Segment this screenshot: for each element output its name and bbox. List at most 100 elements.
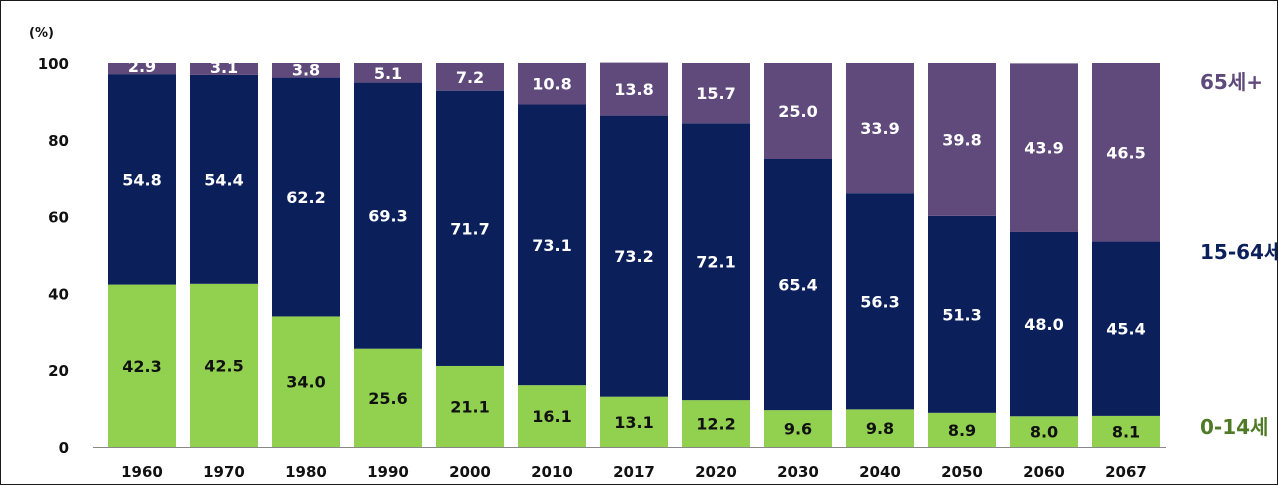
data-label: 54.4 bbox=[204, 170, 243, 189]
data-label: 73.2 bbox=[614, 247, 653, 266]
bar-segment bbox=[190, 74, 258, 284]
x-tick-label: 2030 bbox=[777, 463, 819, 481]
bar-segment bbox=[928, 63, 996, 216]
data-label: 34.0 bbox=[286, 373, 325, 392]
bar-segment bbox=[764, 159, 832, 411]
y-tick-label: 20 bbox=[48, 362, 69, 380]
data-label: 62.2 bbox=[286, 188, 325, 207]
bar-segment bbox=[682, 123, 750, 401]
data-label: 65.4 bbox=[778, 276, 817, 295]
bar-segment bbox=[436, 90, 504, 366]
x-tick-label: 2060 bbox=[1023, 463, 1065, 481]
data-label: 13.1 bbox=[614, 413, 653, 432]
data-label: 72.1 bbox=[696, 253, 735, 272]
data-label: 73.1 bbox=[532, 236, 571, 255]
data-label: 8.9 bbox=[948, 421, 976, 440]
bar-segment bbox=[846, 409, 914, 447]
bar-segment bbox=[846, 193, 914, 410]
data-label: 51.3 bbox=[942, 305, 981, 324]
bar-segment bbox=[108, 284, 176, 447]
data-label: 42.5 bbox=[204, 356, 243, 375]
bar-segment bbox=[600, 396, 668, 447]
x-tick-label: 2017 bbox=[613, 463, 655, 481]
bar-segment bbox=[108, 74, 176, 285]
data-label: 8.0 bbox=[1030, 423, 1058, 442]
bar-segment bbox=[1010, 416, 1078, 447]
bar-segment bbox=[518, 63, 586, 105]
data-label: 25.0 bbox=[778, 102, 817, 121]
data-label: 13.8 bbox=[614, 80, 653, 99]
data-label: 71.7 bbox=[450, 219, 489, 238]
bar-segment bbox=[518, 385, 586, 447]
bar-segment bbox=[190, 63, 258, 75]
data-label: 7.2 bbox=[456, 68, 484, 87]
y-unit-label: (%) bbox=[29, 26, 54, 41]
bar-segment bbox=[272, 63, 340, 78]
data-label: 46.5 bbox=[1106, 143, 1145, 162]
data-label: 8.1 bbox=[1112, 422, 1140, 441]
bar-segment bbox=[600, 62, 668, 116]
data-label: 16.1 bbox=[532, 407, 571, 426]
bar-segment bbox=[354, 348, 422, 447]
y-tick-label: 0 bbox=[59, 439, 69, 457]
bar-segment bbox=[354, 63, 422, 83]
data-label: 9.8 bbox=[866, 419, 894, 438]
data-label: 15.7 bbox=[696, 84, 735, 103]
bar-segment bbox=[764, 410, 832, 447]
bar-segment bbox=[436, 63, 504, 91]
bar-segment bbox=[518, 104, 586, 386]
data-label: 3.8 bbox=[292, 61, 320, 80]
data-label: 54.8 bbox=[122, 170, 161, 189]
bar-segment bbox=[846, 63, 914, 194]
bar-segment bbox=[682, 63, 750, 124]
x-tick-label: 2040 bbox=[859, 463, 901, 481]
y-tick-label: 60 bbox=[48, 209, 69, 227]
bar-segment bbox=[1010, 231, 1078, 417]
data-label: 21.1 bbox=[450, 397, 489, 416]
data-label: 5.1 bbox=[374, 64, 402, 83]
data-label: 69.3 bbox=[368, 207, 407, 226]
bar-segment bbox=[1092, 415, 1160, 447]
x-tick-label: 2020 bbox=[695, 463, 737, 481]
data-label: 12.2 bbox=[696, 415, 735, 434]
legend-label: 65세+ bbox=[1200, 70, 1263, 94]
bar-segment bbox=[1010, 63, 1078, 232]
x-tick-label: 1970 bbox=[203, 463, 245, 481]
data-label: 33.9 bbox=[860, 119, 899, 138]
x-tick-label: 2067 bbox=[1105, 463, 1147, 481]
bar-segment bbox=[272, 77, 340, 317]
bar-segment bbox=[682, 400, 750, 447]
data-label: 39.8 bbox=[942, 130, 981, 149]
data-label: 25.6 bbox=[368, 389, 407, 408]
bar-segment bbox=[600, 115, 668, 397]
data-label: 10.8 bbox=[532, 75, 571, 94]
x-tick-label: 1990 bbox=[367, 463, 409, 481]
bar-segment bbox=[928, 215, 996, 413]
legend-label: 0-14세 bbox=[1200, 415, 1268, 439]
bar-segment bbox=[354, 82, 422, 349]
bar-segment bbox=[764, 63, 832, 159]
bar-segment bbox=[108, 63, 176, 75]
y-tick-label: 40 bbox=[48, 285, 69, 303]
data-label: 56.3 bbox=[860, 292, 899, 311]
data-label: 45.4 bbox=[1106, 320, 1145, 339]
bar-segment bbox=[190, 283, 258, 447]
bar-segment bbox=[272, 316, 340, 447]
data-label: 48.0 bbox=[1024, 315, 1063, 334]
bar-segment bbox=[1092, 63, 1160, 242]
data-label: 2.9 bbox=[128, 57, 156, 76]
bar-segment bbox=[928, 412, 996, 447]
x-tick-label: 1960 bbox=[121, 463, 163, 481]
bar-segment bbox=[1092, 241, 1160, 416]
legend-label: 15-64세 bbox=[1200, 240, 1277, 264]
y-tick-label: 100 bbox=[38, 55, 69, 73]
data-label: 9.6 bbox=[784, 420, 812, 439]
x-tick-label: 2050 bbox=[941, 463, 983, 481]
data-label: 3.1 bbox=[210, 58, 238, 77]
x-tick-label: 2010 bbox=[531, 463, 573, 481]
data-label: 42.3 bbox=[122, 357, 161, 376]
x-tick-label: 1980 bbox=[285, 463, 327, 481]
y-tick-label: 80 bbox=[48, 132, 69, 150]
